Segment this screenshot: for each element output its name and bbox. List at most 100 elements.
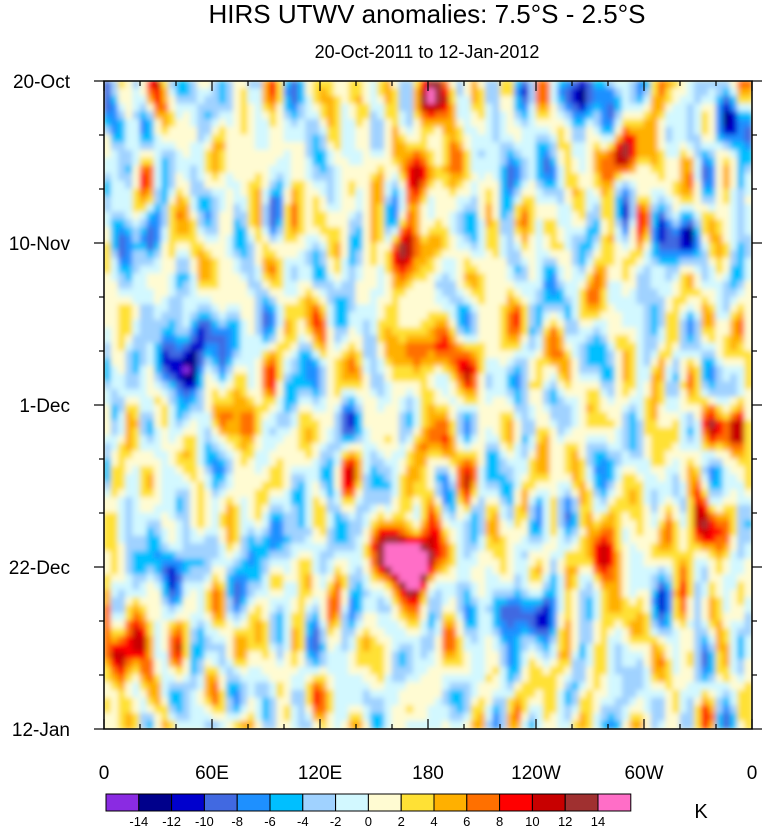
field-cell <box>333 234 343 244</box>
field-cell <box>276 466 285 475</box>
field-cell <box>391 142 400 151</box>
field-cell <box>117 443 127 452</box>
field-cell <box>528 257 537 267</box>
field-cell <box>737 373 746 383</box>
field-cell <box>269 288 278 298</box>
field-cell <box>377 103 386 113</box>
field-cell <box>326 149 335 159</box>
field-cell <box>614 188 623 198</box>
field-cell <box>153 196 163 205</box>
field-cell <box>319 188 328 198</box>
field-cell <box>204 157 213 167</box>
field-cell <box>679 304 688 313</box>
field-cell <box>744 227 752 236</box>
field-cell <box>117 373 127 383</box>
field-cell <box>283 466 292 475</box>
field-cell <box>175 188 184 198</box>
field-cell <box>261 497 271 506</box>
field-cell <box>391 466 400 475</box>
field-cell <box>549 250 559 259</box>
field-cell <box>693 335 703 344</box>
field-cell <box>499 119 508 128</box>
field-cell <box>326 126 335 136</box>
field-cell <box>643 188 652 198</box>
field-cell <box>665 389 674 398</box>
field-cell <box>276 342 285 352</box>
field-cell <box>153 273 163 283</box>
field-cell <box>211 157 220 167</box>
field-cell <box>233 157 242 167</box>
field-cell <box>305 157 314 167</box>
field-cell <box>729 358 739 367</box>
field-cell <box>254 250 263 259</box>
field-cell <box>506 103 515 113</box>
field-cell <box>413 481 422 491</box>
field-cell <box>470 304 479 313</box>
field-cell <box>110 327 119 337</box>
field-cell <box>737 304 746 313</box>
field-cell <box>708 165 717 175</box>
field-cell <box>369 327 379 337</box>
field-cell <box>737 227 746 236</box>
field-cell <box>218 381 227 391</box>
field-cell <box>333 203 343 213</box>
field-cell <box>528 273 537 283</box>
field-cell <box>240 396 249 406</box>
field-cell <box>355 234 364 244</box>
field-cell <box>636 88 645 97</box>
field-cell <box>636 412 645 421</box>
field-cell <box>391 311 400 321</box>
field-cell <box>535 365 544 375</box>
field-cell <box>549 497 559 506</box>
field-cell <box>405 119 415 128</box>
field-cell <box>305 196 314 205</box>
field-cell <box>297 427 307 437</box>
field-cell <box>693 327 703 337</box>
field-cell <box>744 188 752 198</box>
field-cell <box>492 211 501 221</box>
field-cell <box>679 419 688 429</box>
field-cell <box>600 327 609 337</box>
field-cell <box>290 257 299 267</box>
field-cell <box>521 281 530 290</box>
field-cell <box>312 157 321 167</box>
field-cell <box>528 419 537 429</box>
field-cell <box>305 443 314 452</box>
field-cell <box>441 335 451 344</box>
field-cell <box>168 458 177 468</box>
field-cell <box>110 149 119 159</box>
field-cell <box>413 335 422 344</box>
field-cell <box>161 365 170 375</box>
field-cell <box>535 389 544 398</box>
field-cell <box>506 81 515 90</box>
field-cell <box>679 435 688 445</box>
field-cell <box>125 250 134 259</box>
field-cell <box>600 497 609 506</box>
field-cell <box>528 435 537 445</box>
field-cell <box>225 311 235 321</box>
field-cell <box>513 103 523 113</box>
field-cell <box>557 111 566 121</box>
field-cell <box>391 327 400 337</box>
field-cell <box>117 142 127 151</box>
field-cell <box>276 373 285 383</box>
field-cell <box>218 396 227 406</box>
field-cell <box>593 265 602 275</box>
field-cell <box>578 473 587 483</box>
field-cell <box>564 103 573 113</box>
field-cell <box>492 134 501 144</box>
field-cell <box>665 458 674 468</box>
field-cell <box>247 458 256 468</box>
field-cell <box>657 443 667 452</box>
field-cell <box>506 180 515 190</box>
field-cell <box>744 304 752 313</box>
field-cell <box>629 319 638 329</box>
field-cell <box>506 203 515 213</box>
field-cell <box>456 219 465 229</box>
field-cell <box>405 365 415 375</box>
field-cell <box>701 219 710 229</box>
field-cell <box>729 242 739 252</box>
field-cell <box>449 327 458 337</box>
field-cell <box>348 242 357 252</box>
field-cell <box>276 234 285 244</box>
